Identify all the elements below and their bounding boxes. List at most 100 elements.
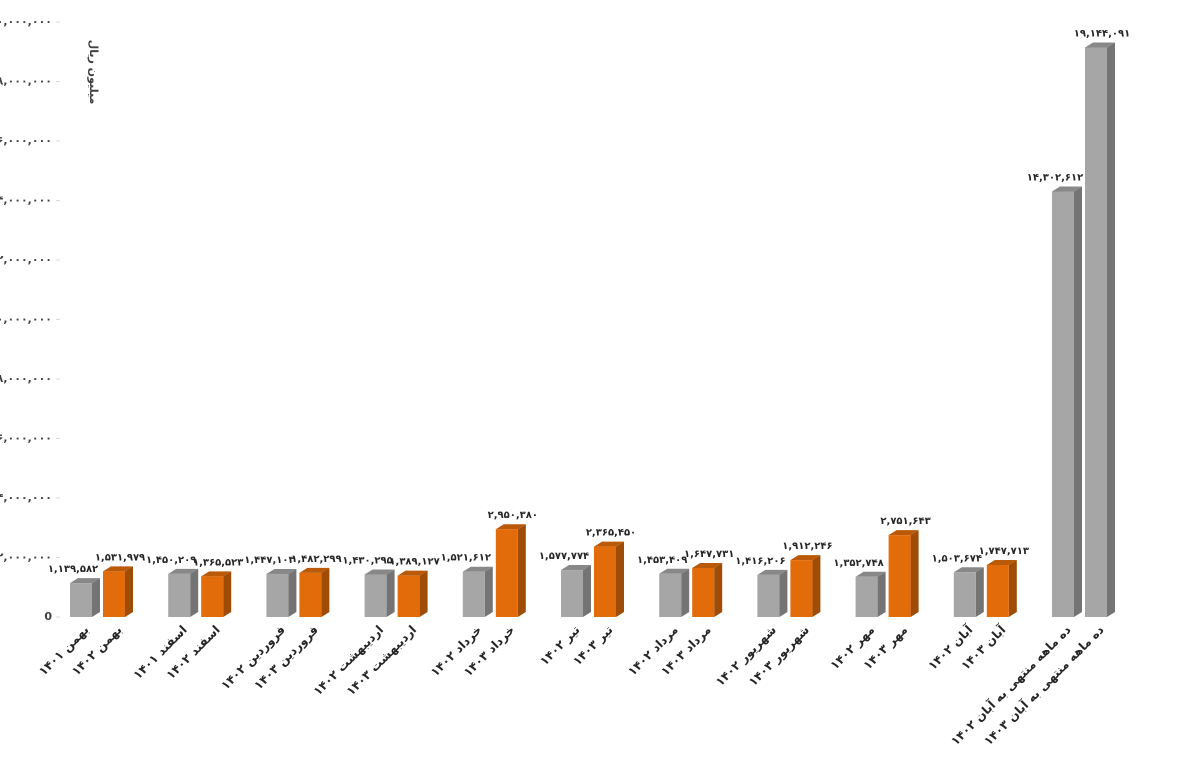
y-tick-label: ۱۲,۰۰۰,۰۰۰ — [0, 253, 52, 266]
bar — [888, 535, 911, 617]
bar-top — [397, 570, 428, 576]
bar — [757, 574, 780, 617]
y-tick-label: ۸,۰۰۰,۰۰۰ — [0, 372, 52, 385]
value-label: ۱۹,۱۴۴,۰۹۱ — [1074, 28, 1130, 39]
bar — [299, 572, 322, 617]
bar-side — [910, 530, 919, 617]
y-tick-label: ۲,۰۰۰,۰۰۰ — [0, 551, 52, 564]
bar — [201, 576, 224, 617]
y-tick-label: ۱۶,۰۰۰,۰۰۰ — [0, 134, 52, 147]
value-label: ۲,۳۶۵,۴۵۰ — [586, 528, 636, 539]
bar-top — [594, 541, 624, 547]
bar-top — [299, 567, 330, 573]
y-tick-label: 0 — [44, 610, 52, 623]
value-label: ۱,۵۷۷,۷۷۴ — [539, 551, 589, 562]
bar-side — [583, 565, 591, 617]
value-label: ۱,۵۳۱,۹۷۹ — [95, 552, 145, 563]
value-label: ۱,۴۴۷,۱۰۳ — [244, 555, 294, 566]
bar — [986, 565, 1009, 617]
value-label: ۱,۵۰۳,۶۷۴ — [932, 553, 982, 564]
bar-top — [1085, 42, 1115, 48]
bar-side — [1008, 560, 1017, 617]
y-tick-label: ۴,۰۰۰,۰۰۰ — [0, 491, 52, 504]
value-label: ۱,۴۵۳,۴۰۹ — [637, 555, 687, 566]
bar-side — [223, 571, 232, 617]
bar-top — [103, 566, 133, 572]
bar-top — [1052, 186, 1082, 192]
bar-side — [877, 571, 886, 617]
bar — [561, 570, 583, 617]
bar — [364, 574, 387, 617]
bar — [790, 560, 813, 617]
bar-side — [190, 568, 199, 617]
bar-top — [495, 524, 526, 530]
bar-top — [855, 571, 886, 577]
bar — [397, 575, 420, 617]
y-tick-label: ۱۸,۰۰۰,۰۰۰ — [0, 75, 52, 88]
bar — [103, 571, 125, 617]
bar-top — [953, 567, 984, 573]
value-label: ۱,۴۳۰,۲۹۵ — [342, 555, 392, 566]
value-label: ۱,۷۴۷,۷۱۳ — [979, 546, 1029, 557]
value-label: ۲,۷۵۱,۶۴۳ — [880, 516, 930, 527]
bar-top — [757, 569, 788, 575]
bar — [168, 573, 191, 617]
value-label: ۱,۴۱۶,۲۰۶ — [735, 556, 785, 567]
bar-side — [779, 569, 788, 617]
value-label: ۲,۹۵۰,۳۸۰ — [488, 510, 538, 521]
bar-top — [364, 569, 395, 575]
bar-top — [561, 565, 591, 571]
bar — [1052, 191, 1074, 617]
bar-side — [125, 566, 133, 617]
bar — [495, 529, 518, 617]
bar-side — [975, 567, 984, 617]
bar-top — [201, 571, 232, 577]
bar-side — [92, 578, 100, 617]
value-label: ۱,۹۱۲,۲۴۶ — [782, 541, 832, 552]
bar-side — [1074, 186, 1082, 617]
value-label: ۱,۳۶۵,۵۲۳ — [193, 557, 243, 568]
bar-side — [288, 568, 297, 617]
bar — [594, 546, 616, 617]
value-label: ۱,۴۸۲,۲۹۹ — [291, 554, 341, 565]
value-label: ۱,۵۲۱,۶۱۲ — [441, 553, 491, 564]
bar — [462, 571, 485, 617]
bar-top — [168, 568, 199, 574]
bar-top — [692, 562, 723, 568]
y-axis-label: میلیون ریال — [87, 40, 100, 105]
y-tick-label: ۶,۰۰۰,۰۰۰ — [0, 432, 52, 445]
bar-top — [659, 568, 690, 574]
value-label: ۱,۴۵۰,۲۰۹ — [146, 555, 196, 566]
bar-side — [517, 524, 526, 617]
bar — [659, 573, 682, 617]
bar-side — [714, 562, 723, 617]
value-label: ۱,۶۴۷,۷۳۱ — [684, 549, 734, 560]
bar — [692, 567, 715, 617]
value-label: ۱,۳۸۹,۱۲۷ — [389, 557, 439, 568]
bar-side — [484, 566, 493, 617]
y-tick-label: ۱۰,۰۰۰,۰۰۰ — [0, 313, 52, 326]
bar-side — [386, 569, 395, 617]
bar-top — [888, 530, 919, 536]
bar-side — [419, 570, 428, 617]
bar — [1085, 47, 1107, 617]
bar-side — [321, 567, 330, 617]
value-label: ۱۴,۳۰۲,۶۱۲ — [1027, 172, 1083, 183]
value-label: ۱,۳۵۲,۷۴۸ — [833, 558, 883, 569]
bar-side — [812, 555, 821, 617]
y-tick-label: ۱۴,۰۰۰,۰۰۰ — [0, 194, 52, 207]
bar-top — [462, 566, 493, 572]
x-tick-label: شهریور ۱۴۰۳ — [746, 623, 813, 690]
bar-top — [790, 555, 821, 561]
value-label: ۱,۱۳۹,۵۸۲ — [48, 564, 98, 575]
bar-top — [266, 568, 297, 574]
bar — [266, 573, 289, 617]
bar-top — [70, 578, 100, 584]
bar-top — [986, 560, 1017, 566]
bar-side — [616, 541, 624, 617]
y-tick-label: ۲۰,۰۰۰,۰۰۰ — [0, 15, 52, 28]
bar — [953, 572, 976, 617]
bar-side — [681, 568, 690, 617]
bar-side — [1107, 42, 1115, 617]
